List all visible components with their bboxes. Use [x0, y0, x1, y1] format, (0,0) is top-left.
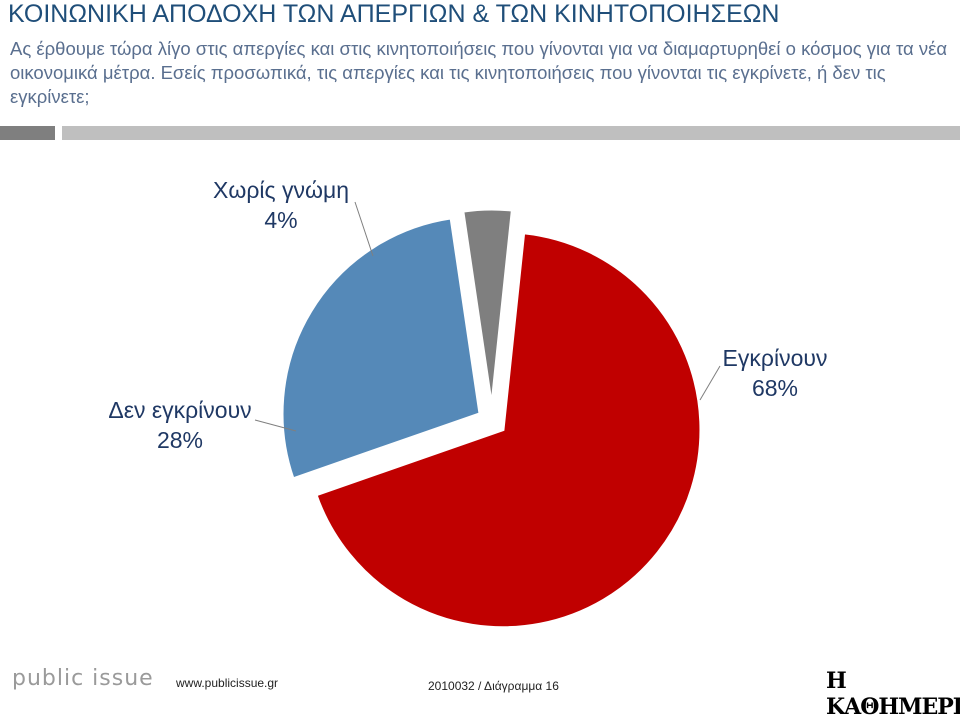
header-rule-dark — [0, 126, 55, 140]
footer-url: www.publicissue.gr — [176, 676, 279, 690]
slice-label-2: Χωρίς γνώμη — [213, 177, 349, 203]
slice-value-2: 4% — [264, 207, 297, 233]
header-rule-light — [62, 126, 960, 140]
survey-question: Ας έρθουμε τώρα λίγο στις απεργίες και σ… — [10, 38, 948, 107]
slice-label-0: Εγκρίνουν — [723, 345, 828, 371]
kathimerini-logo: Η ΚΑΘΗΜΕΡΙΝΗ — [826, 668, 960, 720]
label-leader-lines — [254, 201, 721, 432]
slice-label-1: Δεν εγκρίνουν — [108, 397, 251, 423]
publicissue-logo: public issue — [12, 666, 154, 691]
page-title: ΚΟΙΝΩΝΙΚΗ ΑΠΟΔΟΧΗ ΤΩΝ ΑΠΕΡΓΙΩΝ & ΤΩΝ ΚΙΝ… — [8, 0, 780, 28]
pie-slice-0 — [314, 231, 703, 630]
leader-line-2 — [354, 201, 374, 257]
slice-labels: Εγκρίνουν 68% Δεν εγκρίνουν 28% Χωρίς γνώμη 4… — [108, 177, 827, 453]
slice-value-0: 68% — [752, 375, 798, 401]
slice-value-1: 28% — [157, 427, 203, 453]
pie-slices — [280, 207, 703, 630]
chart-code: 2010032 / Διάγραμμα 16 — [428, 679, 559, 693]
pie-slice-1 — [280, 216, 482, 481]
pie-chart: Εγκρίνουν 68% Δεν εγκρίνουν 28% Χωρίς γνώμη 4… — [108, 177, 827, 630]
leader-line-0 — [699, 365, 721, 401]
pie-slice-2 — [461, 207, 515, 408]
leader-line-1 — [254, 419, 297, 432]
